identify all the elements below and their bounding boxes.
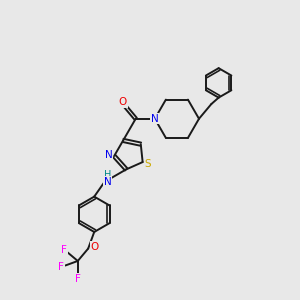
Text: F: F xyxy=(58,262,64,272)
Text: N: N xyxy=(105,149,113,160)
Text: N: N xyxy=(103,177,111,187)
Text: F: F xyxy=(75,274,81,284)
Text: S: S xyxy=(145,158,151,169)
Text: O: O xyxy=(91,242,99,252)
Text: H: H xyxy=(104,169,111,179)
Text: N: N xyxy=(151,114,159,124)
Text: F: F xyxy=(61,244,67,255)
Text: O: O xyxy=(119,97,127,107)
